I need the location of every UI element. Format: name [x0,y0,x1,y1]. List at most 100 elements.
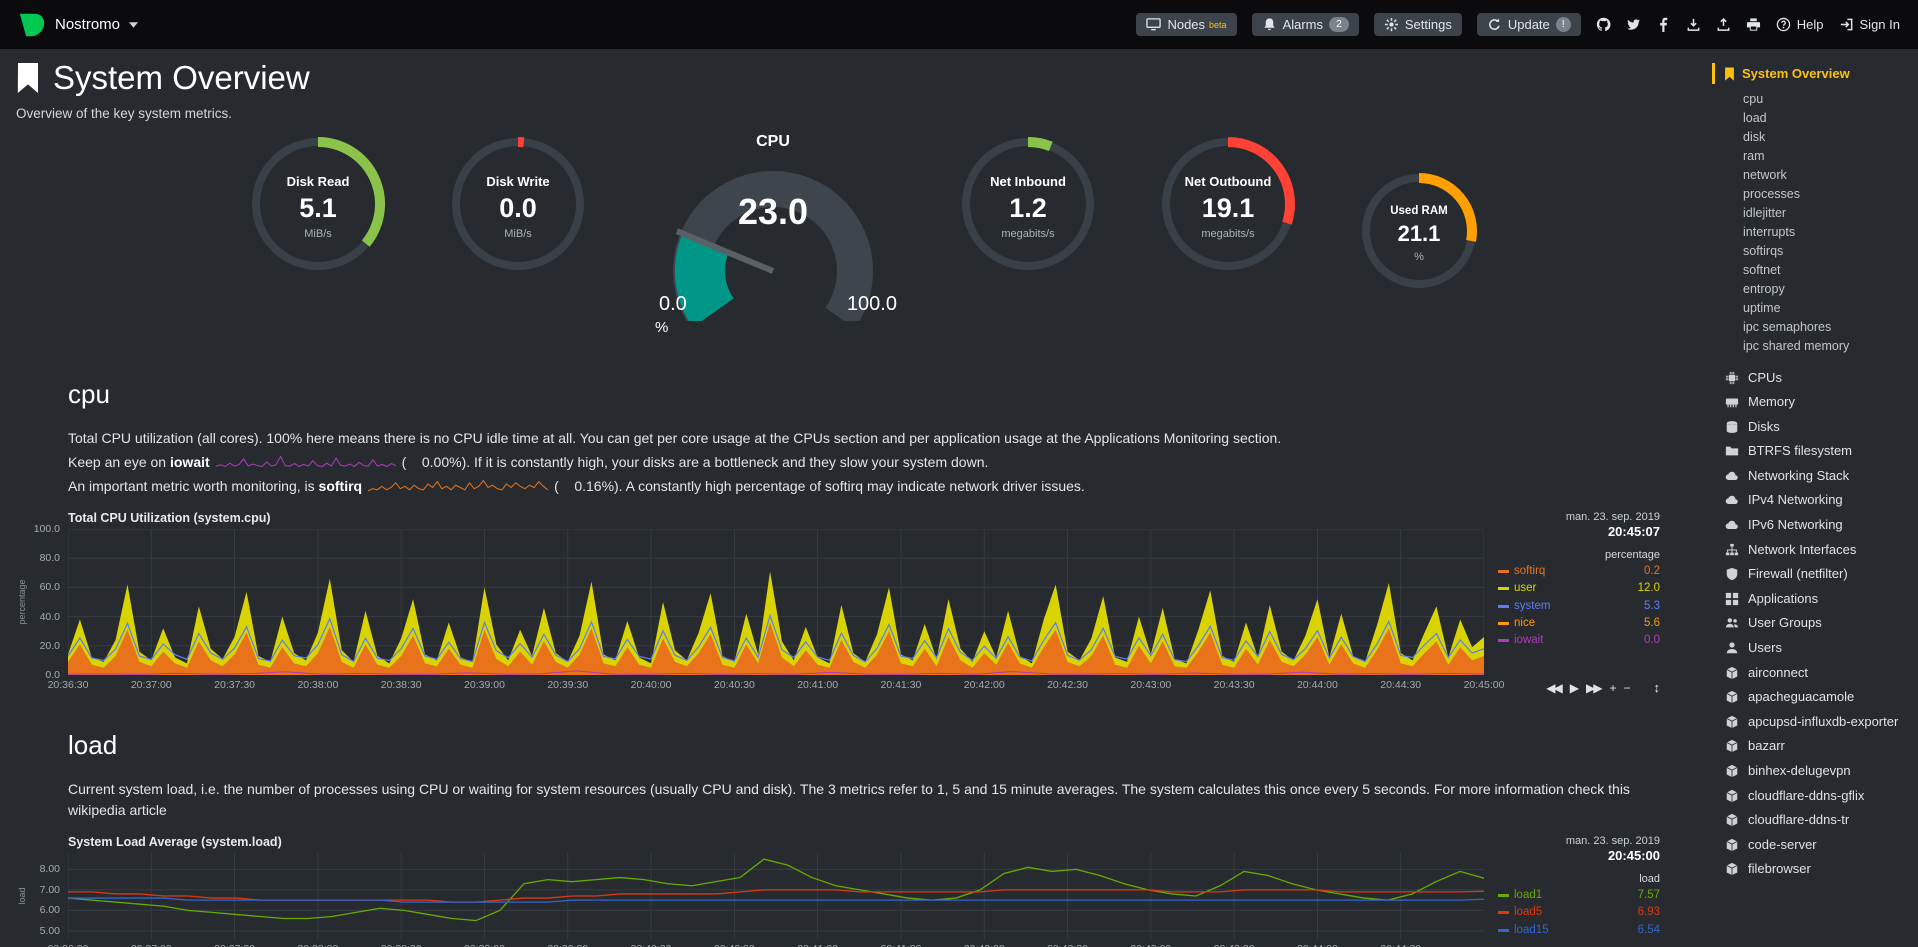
sidebar-item-bazarr[interactable]: bazarr [1712,734,1912,759]
sidebar-item-ipc-shared-memory[interactable]: ipc shared memory [1743,338,1850,353]
sidebar-item-cloudflare-ddns-gflix[interactable]: cloudflare-ddns-gflix [1712,783,1912,808]
sidebar-item-idlejitter[interactable]: idlejitter [1743,205,1787,220]
net-inbound-gauge[interactable]: Net Inbound 1.2 megabits/s [957,133,1099,280]
node-selector[interactable]: Nostromo [18,12,139,38]
pan-backward-button[interactable]: ◀◀ [1546,945,1563,947]
topbar-item-settings[interactable]: Settings [1373,12,1462,36]
cpu-xtick: 20:41:00 [797,679,839,691]
load-xtick: 20:42:30 [1047,943,1088,947]
legend-series-load1[interactable]: load1 7.57 [1498,887,1660,904]
sidebar-item-users[interactable]: Users [1712,636,1912,661]
sidebar-item-binhex-delugevpn[interactable]: binhex-delugevpn [1712,759,1912,784]
sidebar-item-ram[interactable]: ram [1743,148,1765,163]
legend-series-iowait[interactable]: iowait 0.0 [1498,632,1660,649]
sidebar-item-uptime[interactable]: uptime [1743,300,1781,315]
zoom-in-button[interactable]: + [1609,680,1616,695]
topbar-item-printer-icon[interactable] [1746,17,1761,32]
cpu-xtick: 20:42:00 [963,679,1005,691]
series-color-swatch [1498,911,1509,915]
sidebar-item-networking-stack[interactable]: Networking Stack [1712,463,1912,488]
sidebar-item-label: User Groups [1748,615,1822,631]
chart-resize-handle[interactable]: ↕ [1653,680,1661,695]
sidebar-item-network-interfaces[interactable]: Network Interfaces [1712,537,1912,562]
sidebar-item-softnet[interactable]: softnet [1743,262,1781,277]
sidebar-item-disk[interactable]: disk [1743,129,1766,144]
legend-series-user[interactable]: user 12.0 [1498,580,1660,597]
sitemap-icon [1725,542,1739,557]
pan-backward-button[interactable]: ◀◀ [1546,680,1563,695]
sidebar-item-system-overview[interactable]: System Overview [1712,63,1912,84]
cpu-chart-time: 20:45:07 [1607,524,1660,539]
topbar-item-upload-icon[interactable] [1716,17,1731,32]
zoom-out-button[interactable]: − [1623,945,1630,947]
topbar-item-help[interactable]: Help [1776,17,1824,32]
cpu-gauge[interactable]: CPU 23.0 0.0 100.0% [647,133,899,336]
sidebar-item-filebrowser[interactable]: filebrowser [1712,857,1912,882]
sidebar-item-applications[interactable]: Applications [1712,586,1912,611]
legend-series-load15[interactable]: load15 6.54 [1498,922,1660,939]
play-button[interactable]: ▶ [1569,680,1579,695]
legend-series-load5[interactable]: load5 6.93 [1498,904,1660,921]
legend-series-nice[interactable]: nice 5.6 [1498,615,1660,632]
load-xtick: 20:44:30 [1380,943,1421,947]
net-outbound-gauge[interactable]: Net Outbound 19.1 megabits/s [1157,133,1299,280]
topbar-item-twitter-icon[interactable] [1626,17,1641,32]
sidebar-item-softirqs[interactable]: softirqs [1743,243,1784,258]
pan-forward-button[interactable]: ▶▶ [1586,945,1603,947]
sidebar-item-cpu[interactable]: cpu [1743,91,1764,106]
topbar-item-update[interactable]: Update! [1476,12,1581,36]
topbar-item-github-icon[interactable] [1596,17,1611,32]
sidebar-item-cpus[interactable]: CPUs [1712,365,1912,390]
cpu-plot-canvas[interactable] [68,529,1484,675]
sidebar-item-apacheguacamole[interactable]: apacheguacamole [1712,685,1912,710]
iowait-sparkline[interactable] [216,454,396,469]
sidebar-item-memory[interactable]: Memory [1712,390,1912,415]
sidebar-item-airconnect[interactable]: airconnect [1712,660,1912,685]
play-button[interactable]: ▶ [1570,945,1579,947]
sidebar-item-firewall-netfilter[interactable]: Firewall (netfilter) [1712,562,1912,587]
sidebar-item-ipv6-networking[interactable]: IPv6 Networking [1712,513,1912,538]
legend-series-system[interactable]: system 5.3 [1498,598,1660,615]
hostname[interactable]: Nostromo [55,16,121,33]
sidebar-item-apcupsd-influxdb-exporter[interactable]: apcupsd-influxdb-exporter [1712,709,1912,734]
zoom-out-button[interactable]: − [1623,680,1630,695]
topbar-item-settings-label: Settings [1404,16,1452,32]
topbar-item-facebook-icon[interactable] [1656,17,1671,32]
softirq-sparkline[interactable] [368,478,548,493]
sidebar-item-network[interactable]: network [1743,167,1787,182]
sidebar-item-ipv4-networking[interactable]: IPv4 Networking [1712,488,1912,513]
zoom-in-button[interactable]: + [1609,945,1616,947]
sidebar-active-label: System Overview [1742,66,1850,81]
sidebar-item-code-server[interactable]: code-server [1712,832,1912,857]
topbar-item-nodes[interactable]: Nodes beta [1136,12,1237,36]
disk-write-gauge[interactable]: Disk Write 0.0 MiB/s [447,133,589,280]
sidebar-item-cloudflare-ddns-tr[interactable]: cloudflare-ddns-tr [1712,808,1912,833]
chart-resize-handle[interactable]: ↕ [1654,944,1661,947]
used-ram-gauge[interactable]: Used RAM 21.1% [1357,169,1481,298]
legend-series-softirq[interactable]: softirq 0.2 [1498,563,1660,580]
used-ram-gauge-ring [1362,173,1477,288]
disk-read-gauge[interactable]: Disk Read 5.1 MiB/s [247,133,389,280]
topbar-item-alarms[interactable]: Alarms 2 [1251,12,1359,37]
topbar-item-download-icon[interactable] [1686,17,1701,32]
sidebar-item-label: Users [1748,640,1782,656]
sidebar-item-load[interactable]: load [1743,110,1767,125]
sidebar-item-interrupts[interactable]: interrupts [1743,224,1796,239]
sidebar-item-processes[interactable]: processes [1743,186,1800,201]
cpu-xtick: 20:43:00 [1130,679,1172,691]
load-plot-canvas[interactable] [68,853,1484,939]
topbar-item-sign-in[interactable]: Sign In [1839,17,1900,32]
wikipedia-link[interactable]: wikipedia article [68,802,167,818]
sidebar-item-label: airconnect [1748,664,1808,680]
sidebar-item-entropy[interactable]: entropy [1743,281,1785,296]
sidebar-item-ipc-semaphores[interactable]: ipc semaphores [1743,319,1832,334]
sidebar-item-btrfs-filesystem[interactable]: BTRFS filesystem [1712,439,1912,464]
sidebar-item-label: BTRFS filesystem [1748,443,1853,459]
pan-forward-button[interactable]: ▶▶ [1586,680,1603,695]
series-color-swatch [1498,894,1509,898]
sidebar-item-disks[interactable]: Disks [1712,414,1912,439]
bookmark-icon [1724,66,1735,81]
sidebar-item-label: cloudflare-ddns-tr [1748,812,1850,828]
sidebar-sublinks: cpu load disk ram network processes idlejitter… [1712,89,1912,355]
sidebar-item-user-groups[interactable]: User Groups [1712,611,1912,636]
